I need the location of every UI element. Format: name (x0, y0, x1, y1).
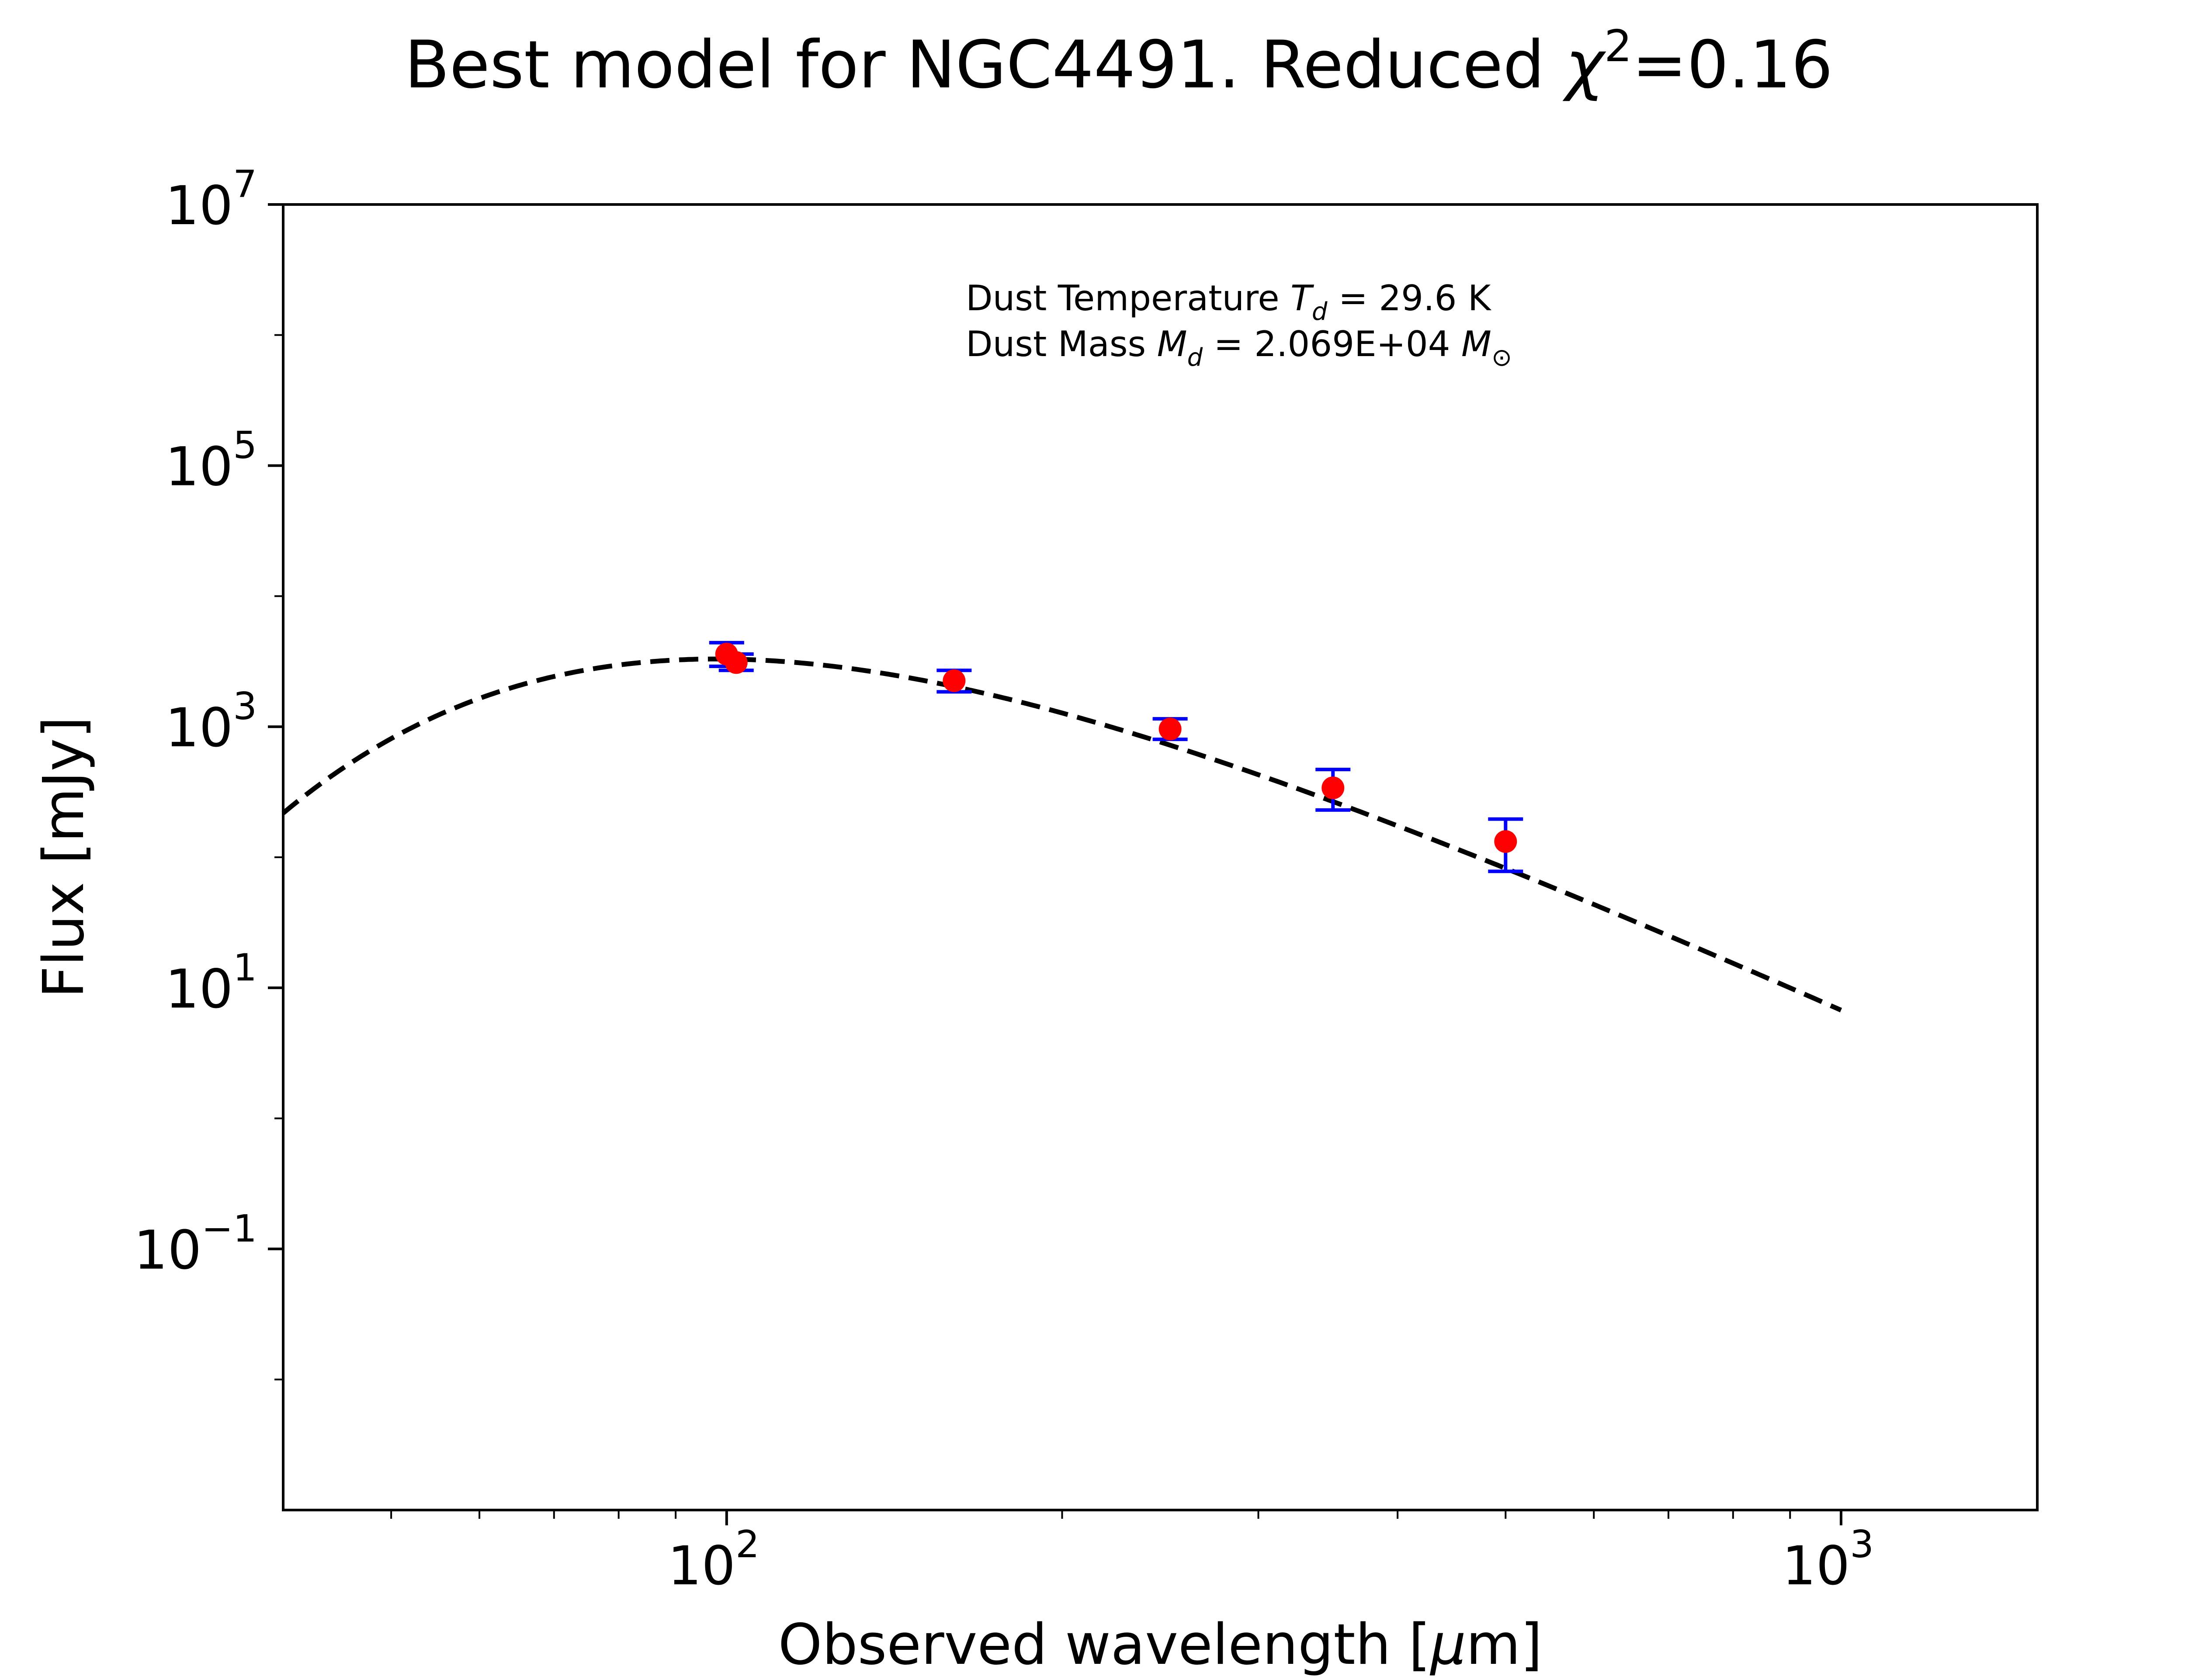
data-point (1158, 717, 1182, 741)
annotation-temp-value: = 29.6 K (1327, 278, 1491, 319)
annotation-temp-subscript: d (1312, 298, 1328, 326)
x-tick-label-exponent: 3 (1850, 1523, 1874, 1566)
y-tick-label: 101 (165, 946, 257, 1020)
annotation-mass-value: = 2.069E+04 (1203, 324, 1461, 364)
y-tick-label: 105 (165, 424, 257, 498)
x-axis-label: Observed wavelength [μm] (778, 1612, 1543, 1677)
annotation-temp-symbol: T (1290, 278, 1314, 319)
y-tick-label: 103 (165, 685, 257, 759)
observation-points-layer (709, 641, 1523, 873)
y-tick-label-exponent: 3 (233, 685, 257, 728)
y-tick-label-exponent: 1 (233, 946, 257, 990)
y-tick-label-base: 10 (165, 436, 233, 498)
annotation-mass-unit: M (1461, 324, 1491, 364)
data-point (725, 651, 748, 674)
plot-area-frame (282, 203, 2039, 1511)
annotation-dust-temperature: Dust Temperature Td = 29.6 K (966, 278, 1492, 326)
y-tick-label-exponent: −1 (201, 1207, 257, 1250)
annotation-mass-unit-subscript: ⊙ (1491, 343, 1512, 372)
annotation-dust-mass: Dust Mass Md = 2.069E+04 M⊙ (966, 324, 1512, 372)
x-tick-label-base: 10 (668, 1535, 735, 1597)
annotation-mass-text: Dust Mass (966, 324, 1157, 364)
x-axis-label-symbol: μ (1429, 1612, 1466, 1677)
x-tick-label-exponent: 2 (735, 1523, 760, 1566)
chart-title-symbol: χ (1562, 27, 1606, 103)
y-tick-label: 10−1 (134, 1207, 257, 1281)
chart-title: Best model for NGC4491. Reduced χ2=0.16 (405, 21, 1833, 103)
y-tick-label-exponent: 5 (233, 424, 257, 468)
chart-title-superscript: 2 (1604, 21, 1632, 72)
annotation-temp-text: Dust Temperature (966, 278, 1290, 319)
x-tick-label: 103 (1782, 1523, 1874, 1597)
y-tick-label-base: 10 (165, 958, 233, 1020)
annotation-mass-subscript: d (1187, 343, 1203, 372)
x-tick-label: 102 (668, 1523, 760, 1597)
y-tick-label-base: 10 (134, 1219, 201, 1281)
chart-title-suffix: =0.16 (1632, 27, 1833, 103)
chart-title-prefix: Best model for NGC4491. Reduced (405, 27, 1566, 103)
x-axis-label-prefix: Observed wavelength [ (778, 1612, 1431, 1677)
data-point (943, 669, 966, 692)
y-axis-label: Flux [mJy] (31, 717, 97, 998)
y-tick-label-base: 10 (165, 175, 233, 237)
y-tick-label: 107 (165, 163, 257, 237)
data-point (1321, 776, 1345, 800)
model-curve-layer (281, 656, 1842, 1012)
model-sed-curve (281, 656, 1842, 1012)
data-point (1494, 830, 1517, 853)
annotation-mass-symbol: M (1157, 324, 1187, 364)
y-tick-label-exponent: 7 (233, 163, 257, 206)
x-tick-label-base: 10 (1782, 1535, 1850, 1597)
y-tick-label-base: 10 (165, 697, 233, 759)
x-axis-label-suffix: m] (1466, 1612, 1543, 1677)
